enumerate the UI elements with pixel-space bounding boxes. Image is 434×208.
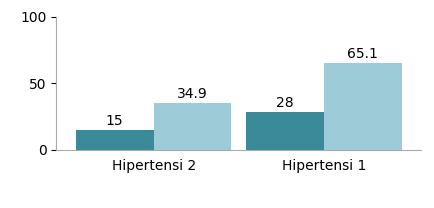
Bar: [76, 130, 154, 150]
Legend: n, %: n, %: [197, 207, 280, 208]
Bar: [246, 113, 324, 150]
Bar: [154, 103, 231, 150]
Bar: [324, 63, 401, 150]
Text: 65.1: 65.1: [347, 47, 378, 61]
Text: 28: 28: [276, 97, 294, 110]
Text: 15: 15: [106, 114, 124, 128]
Text: 34.9: 34.9: [177, 87, 208, 101]
